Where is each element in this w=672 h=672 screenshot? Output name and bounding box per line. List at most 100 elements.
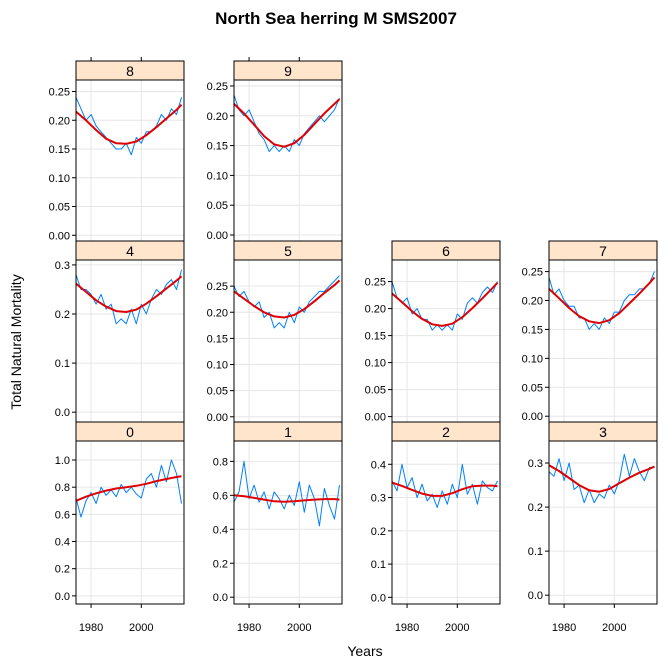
x-tick-label: 2000 — [129, 622, 153, 634]
y-tick-label: 0.05 — [522, 382, 543, 394]
x-tick-label: 2000 — [445, 622, 469, 634]
series-line-smooth — [233, 494, 340, 503]
panel-7: 7 0.00 0.05 0.10 0.15 0.20 0.25 — [522, 240, 658, 423]
y-tick-label: 0.25 — [207, 81, 228, 93]
y-tick-label: 0.4 — [213, 524, 228, 536]
series-line-smooth — [75, 104, 183, 145]
y-tick-label: 0.4 — [371, 459, 386, 471]
y-tick-label: 0.0 — [371, 592, 386, 604]
panel-6: 6 0.00 0.05 0.10 0.15 0.20 0.25 — [365, 240, 501, 424]
series-line-smooth — [233, 98, 341, 148]
series-line-smooth — [75, 275, 183, 313]
series-line-raw — [75, 459, 182, 518]
y-tick-label: 0.3 — [55, 260, 70, 272]
strip-label: 7 — [599, 243, 607, 259]
y-tick-label: 0.05 — [365, 385, 386, 397]
panel-border — [391, 259, 501, 423]
y-tick-label: 0.1 — [55, 358, 70, 370]
panel-border — [548, 259, 658, 423]
y-tick-label: 0.15 — [207, 141, 228, 153]
x-tick-label: 1980 — [237, 622, 261, 634]
y-tick-label: 0.0 — [55, 407, 70, 419]
y-tick-label: 0.00 — [207, 412, 228, 424]
x-axis-label: Years — [347, 643, 382, 659]
strip-label: 8 — [126, 63, 134, 79]
y-tick-label: 0.20 — [522, 296, 543, 308]
y-tick-label: 0.15 — [207, 333, 228, 345]
strip-label: 6 — [442, 243, 450, 259]
y-tick-label: 0.15 — [522, 324, 543, 336]
y-tick-label: 0.15 — [365, 331, 386, 343]
panel-4: 4 0.0 0.1 0.2 0.3 — [55, 240, 185, 423]
y-tick-label: 0.0 — [55, 591, 70, 603]
x-tick-label: 2000 — [602, 622, 626, 634]
y-tick-label: 0.2 — [55, 309, 70, 321]
y-tick-label: 0.8 — [213, 456, 228, 468]
strip-label: 5 — [284, 243, 292, 259]
series-line-raw — [548, 271, 655, 330]
y-tick-label: 0.10 — [49, 173, 70, 185]
panel-grid: 80.000.050.100.150.200.2590.000.050.100.… — [49, 57, 658, 634]
x-tick-label: 2000 — [287, 622, 311, 634]
panel-0: 0 0.0 0.2 0.4 0.6 0.8 1.0 1980 2000 — [55, 421, 185, 634]
series-line-smooth — [75, 475, 182, 502]
y-tick-label: 0.3 — [528, 458, 543, 470]
panel-border — [233, 79, 343, 242]
y-tick-label: 0.2 — [371, 526, 386, 538]
panel-border — [391, 440, 501, 605]
y-tick-label: 0.10 — [365, 358, 386, 370]
panel-border — [75, 440, 185, 605]
panel-1: 1 0.0 0.2 0.4 0.6 0.8 1980 2000 — [213, 421, 343, 634]
strip-label: 1 — [284, 424, 292, 440]
y-tick-label: 0.10 — [207, 170, 228, 182]
y-tick-label: 0.20 — [365, 304, 386, 316]
y-tick-label: 0.05 — [207, 200, 228, 212]
y-tick-label: 0.00 — [522, 411, 543, 423]
series-line-raw — [391, 281, 498, 331]
series-line-raw — [391, 463, 498, 508]
y-tick-label: 0.8 — [55, 482, 70, 494]
panel-border — [233, 259, 343, 423]
series-line-raw — [75, 97, 182, 156]
panel-3: 3 0.0 0.1 0.2 0.3 1980 2000 — [528, 421, 658, 634]
strip-label: 0 — [126, 424, 134, 440]
strip-label: 9 — [284, 63, 292, 79]
x-tick-label: 1980 — [395, 622, 419, 634]
chart-title: North Sea herring M SMS2007 — [215, 9, 457, 28]
panel-border — [233, 440, 343, 605]
y-tick-label: 0.0 — [213, 592, 228, 604]
y-tick-label: 1.0 — [55, 455, 70, 467]
y-tick-label: 0.2 — [213, 558, 228, 570]
y-tick-label: 0.2 — [55, 564, 70, 576]
series-line-raw — [233, 460, 340, 527]
strip-label: 3 — [599, 424, 607, 440]
y-tick-label: 0.00 — [207, 230, 228, 242]
panel-5: 5 0.00 0.05 0.10 0.15 0.20 0.25 — [207, 240, 343, 424]
y-tick-label: 0.1 — [528, 546, 543, 558]
strip-label: 2 — [442, 424, 450, 440]
panel-8: 8 0.00 0.05 0.10 0.15 0.20 0.25 — [49, 57, 185, 242]
x-tick-label: 1980 — [552, 622, 576, 634]
y-tick-label: 0.15 — [49, 144, 70, 156]
y-tick-label: 0.20 — [49, 115, 70, 127]
panel-2: 2 0.0 0.1 0.2 0.3 0.4 1980 2000 — [371, 421, 501, 634]
series-line-smooth — [233, 279, 341, 319]
y-tick-label: 0.05 — [207, 386, 228, 398]
series-line-raw — [548, 453, 655, 504]
series-line-raw — [233, 94, 340, 153]
y-tick-label: 0.4 — [55, 537, 70, 549]
y-tick-label: 0.20 — [207, 307, 228, 319]
panel-border — [75, 259, 185, 423]
y-tick-label: 0.20 — [207, 111, 228, 123]
y-tick-label: 0.00 — [365, 412, 386, 424]
series-line-smooth — [391, 282, 499, 327]
y-tick-label: 0.25 — [49, 87, 70, 99]
y-tick-label: 0.25 — [522, 267, 543, 279]
y-tick-label: 0.2 — [528, 502, 543, 514]
y-tick-label: 0.1 — [371, 559, 386, 571]
y-tick-label: 0.0 — [528, 590, 543, 602]
y-tick-label: 0.6 — [55, 509, 70, 521]
x-tick-label: 1980 — [79, 622, 103, 634]
series-line-smooth — [391, 481, 498, 497]
